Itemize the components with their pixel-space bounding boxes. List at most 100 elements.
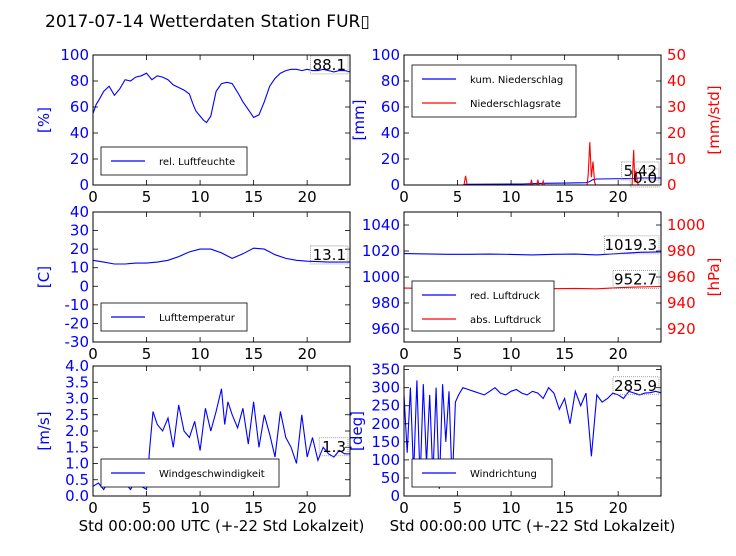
- y-tick-label: 350: [371, 361, 400, 379]
- y-tick-label: 40: [70, 124, 89, 142]
- y-right-tick-label: 20: [667, 124, 686, 142]
- panel-windspeed: 0 5 10 15 20 0.00.51.01.52.02.53.03.54.0 [m/s]…: [35, 357, 364, 535]
- y-tick-label: 30: [70, 222, 89, 240]
- x-tick-label: 15: [555, 345, 574, 363]
- last-value-label: 13.1: [313, 246, 346, 264]
- x-tick-label: 10: [191, 499, 210, 517]
- x-tick-label: 5: [142, 345, 152, 363]
- x-tick-label: 5: [453, 188, 463, 206]
- last-value-box: [612, 270, 660, 289]
- y-tick-label: 1000: [362, 268, 400, 286]
- y-tick-label: 200: [371, 415, 400, 433]
- x-tick-label: 20: [609, 499, 628, 517]
- last-value-box: [629, 168, 660, 188]
- y-tick-label: 80: [381, 72, 400, 90]
- y-tick-label: 3.0: [65, 390, 89, 408]
- y-right-axis-label: [mm/std]: [705, 85, 723, 154]
- x-tick-label: 5: [142, 499, 152, 517]
- y-tick-label: 4.0: [65, 357, 89, 375]
- legend-entry: red. Luftdruck: [470, 291, 540, 302]
- legend-box: [411, 64, 577, 118]
- last-value-label: 1019.3: [605, 236, 658, 254]
- y-tick-label: 20: [70, 150, 89, 168]
- panel-pressure: 0 5 10 15 20 960 980 1000 1020 1040 920 940 960 980 10…: [362, 211, 723, 363]
- legend-entry: Lufttemperatur: [159, 313, 236, 324]
- y-tick-label: 50: [381, 469, 400, 487]
- last-value-box: [318, 437, 349, 457]
- legend-entry: Niederschlagsrate: [470, 99, 561, 110]
- last-value-label: 285.9: [614, 377, 657, 395]
- x-tick-label: 0: [88, 345, 98, 363]
- legend-entry: abs. Luftdruck: [470, 315, 541, 326]
- y-tick-label: 0: [390, 176, 400, 194]
- y-tick-label: 2.5: [65, 406, 89, 424]
- y-tick-label: 20: [70, 240, 89, 258]
- last-value-label: 1.3: [322, 438, 346, 456]
- x-tick-label: 10: [502, 188, 521, 206]
- y-right-tick-label: 940: [667, 294, 696, 312]
- x-tick-label: 20: [298, 345, 317, 363]
- y-tick-label: 10: [70, 259, 89, 277]
- last-value-box: [310, 55, 349, 75]
- y-tick-label: 0.0: [65, 487, 89, 505]
- x-tick-label: 10: [502, 499, 521, 517]
- y-tick-label: 1.0: [65, 455, 89, 473]
- y-tick-label: 1020: [362, 242, 400, 260]
- y-tick-label: 0.5: [65, 471, 89, 489]
- y-right-tick-label: 0: [667, 176, 677, 194]
- last-value-label: 0.0: [633, 169, 657, 187]
- y-right-tick-label: 960: [667, 268, 696, 286]
- x-tick-label: 10: [191, 345, 210, 363]
- y-right-axis-label: [hPa]: [705, 258, 723, 297]
- x-tick-label: 20: [609, 188, 628, 206]
- last-value-label: 5.42: [624, 162, 657, 180]
- y-right-tick-label: 40: [667, 72, 686, 90]
- y-tick-label: 60: [70, 98, 89, 116]
- x-tick-label: 10: [191, 188, 210, 206]
- panel-precipitation: 0 5 10 15 20 0 20 40 60 80 100 0 10 20 30 40 50 [mm] [mm/s…: [350, 46, 723, 206]
- x-tick-label: 15: [244, 188, 263, 206]
- y-tick-label: 980: [371, 294, 400, 312]
- y-tick-label: 100: [371, 46, 400, 64]
- y-tick-label: 20: [381, 150, 400, 168]
- axes-frame: [92, 54, 351, 186]
- last-value-label: 952.7: [614, 270, 657, 288]
- y-axis-label: [%]: [35, 107, 53, 133]
- panel-humidity: 0 5 10 15 20 0 20 40 60 80 100 [%] 88.1 rel. Luftfeuc…: [35, 46, 351, 206]
- axes-frame: [403, 54, 662, 186]
- y-tick-label: 0: [390, 487, 400, 505]
- y-axis-label: [mm]: [350, 100, 368, 141]
- x-tick-label: 0: [88, 188, 98, 206]
- series-line-kum-niederschlag: [404, 177, 661, 186]
- y-right-tick-label: 1000: [667, 216, 705, 234]
- y-tick-label: 0: [79, 277, 89, 295]
- x-tick-label: 0: [399, 345, 409, 363]
- y-tick-label: 40: [70, 203, 89, 221]
- axes-frame: [92, 211, 351, 343]
- x-tick-label: 15: [244, 499, 263, 517]
- x-tick-label: 5: [142, 188, 152, 206]
- y-right-tick-label: 50: [667, 46, 686, 64]
- series-line-rel-luftfeuchte: [92, 68, 351, 124]
- x-tick-label: 20: [298, 499, 317, 517]
- y-tick-label: 0: [79, 176, 89, 194]
- x-axis-label: Std 00:00:00 UTC (+-22 Std Lokalzeit): [79, 517, 365, 535]
- y-tick-label: 150: [371, 433, 400, 451]
- last-value-box: [612, 376, 660, 396]
- x-tick-label: 5: [453, 499, 463, 517]
- legend-entry: kum. Niederschlag: [470, 75, 563, 86]
- y-tick-label: 60: [381, 98, 400, 116]
- y-right-tick-label: 10: [667, 150, 686, 168]
- y-tick-label: 100: [371, 451, 400, 469]
- x-tick-label: 5: [453, 345, 463, 363]
- y-axis-label: [m/s]: [35, 411, 53, 450]
- x-tick-label: 20: [609, 345, 628, 363]
- legend-entry: rel. Luftfeuchte: [159, 157, 235, 168]
- y-tick-label: 1.5: [65, 438, 89, 456]
- y-right-tick-label: 920: [667, 320, 696, 338]
- y-tick-label: 250: [371, 397, 400, 415]
- y-axis-label: [C]: [35, 266, 53, 288]
- y-tick-label: -10: [65, 296, 90, 314]
